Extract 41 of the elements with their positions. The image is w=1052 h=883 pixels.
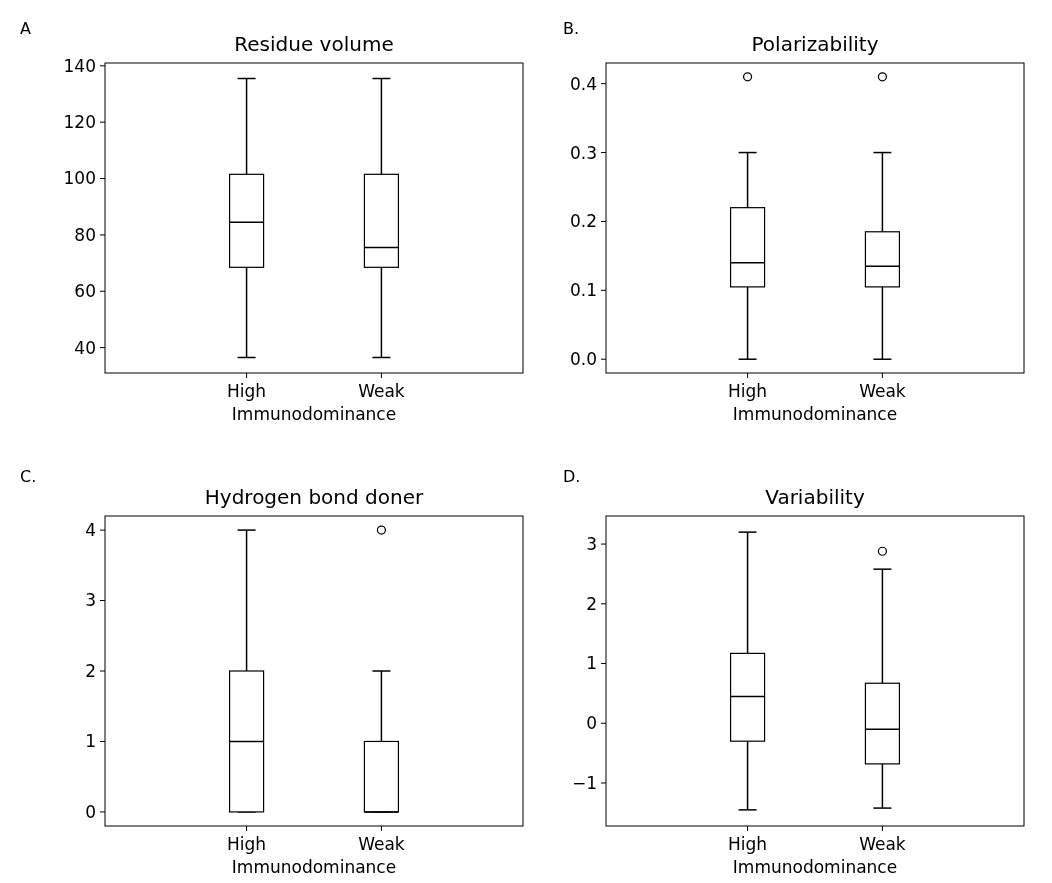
y-tick-label: 0.1 — [569, 280, 597, 301]
x-axis-title: Immunodominance — [231, 857, 397, 877]
x-tick-label: High — [227, 834, 267, 854]
y-tick-label: 0.4 — [569, 73, 597, 94]
chart-title: Residue volume — [234, 32, 394, 56]
x-tick-label: High — [728, 834, 768, 854]
y-tick-label: 2 — [85, 660, 96, 681]
x-tick-label: Weak — [859, 834, 906, 854]
chart-title: Variability — [765, 485, 865, 509]
y-tick-label: 3 — [85, 590, 96, 611]
text: A — [20, 19, 31, 38]
y-tick-label: 0.3 — [569, 142, 597, 163]
y-tick-label: 120 — [63, 112, 96, 133]
x-tick-label: High — [728, 381, 768, 401]
text: D. — [563, 467, 581, 486]
x-axis-title: Immunodominance — [732, 857, 898, 877]
text: B. — [563, 19, 580, 38]
y-tick-label: 140 — [63, 55, 96, 76]
y-tick-label: 3 — [586, 534, 597, 555]
y-tick-label: 100 — [63, 168, 96, 189]
x-tick-label: High — [227, 381, 267, 401]
y-tick-label: −1 — [571, 772, 597, 793]
y-tick-label: 4 — [85, 520, 96, 541]
y-tick-label: 0.0 — [569, 349, 597, 370]
y-tick-label: 1 — [586, 653, 597, 674]
x-tick-label: Weak — [859, 381, 906, 401]
y-tick-label: 40 — [74, 337, 96, 358]
chart-title: Polarizability — [751, 32, 879, 56]
x-tick-label: Weak — [358, 834, 405, 854]
y-tick-label: 0 — [586, 713, 597, 734]
y-tick-label: 1 — [85, 731, 96, 752]
x-tick-label: Weak — [358, 381, 405, 401]
y-tick-label: 0.2 — [569, 211, 597, 232]
x-axis-title: Immunodominance — [231, 404, 397, 424]
chart-title: Hydrogen bond doner — [204, 485, 424, 509]
y-tick-label: 60 — [74, 281, 96, 302]
text: C. — [20, 467, 37, 486]
y-tick-label: 2 — [586, 593, 597, 614]
y-tick-label: 80 — [74, 224, 96, 245]
y-tick-label: 0 — [85, 801, 96, 822]
x-axis-title: Immunodominance — [732, 404, 898, 424]
